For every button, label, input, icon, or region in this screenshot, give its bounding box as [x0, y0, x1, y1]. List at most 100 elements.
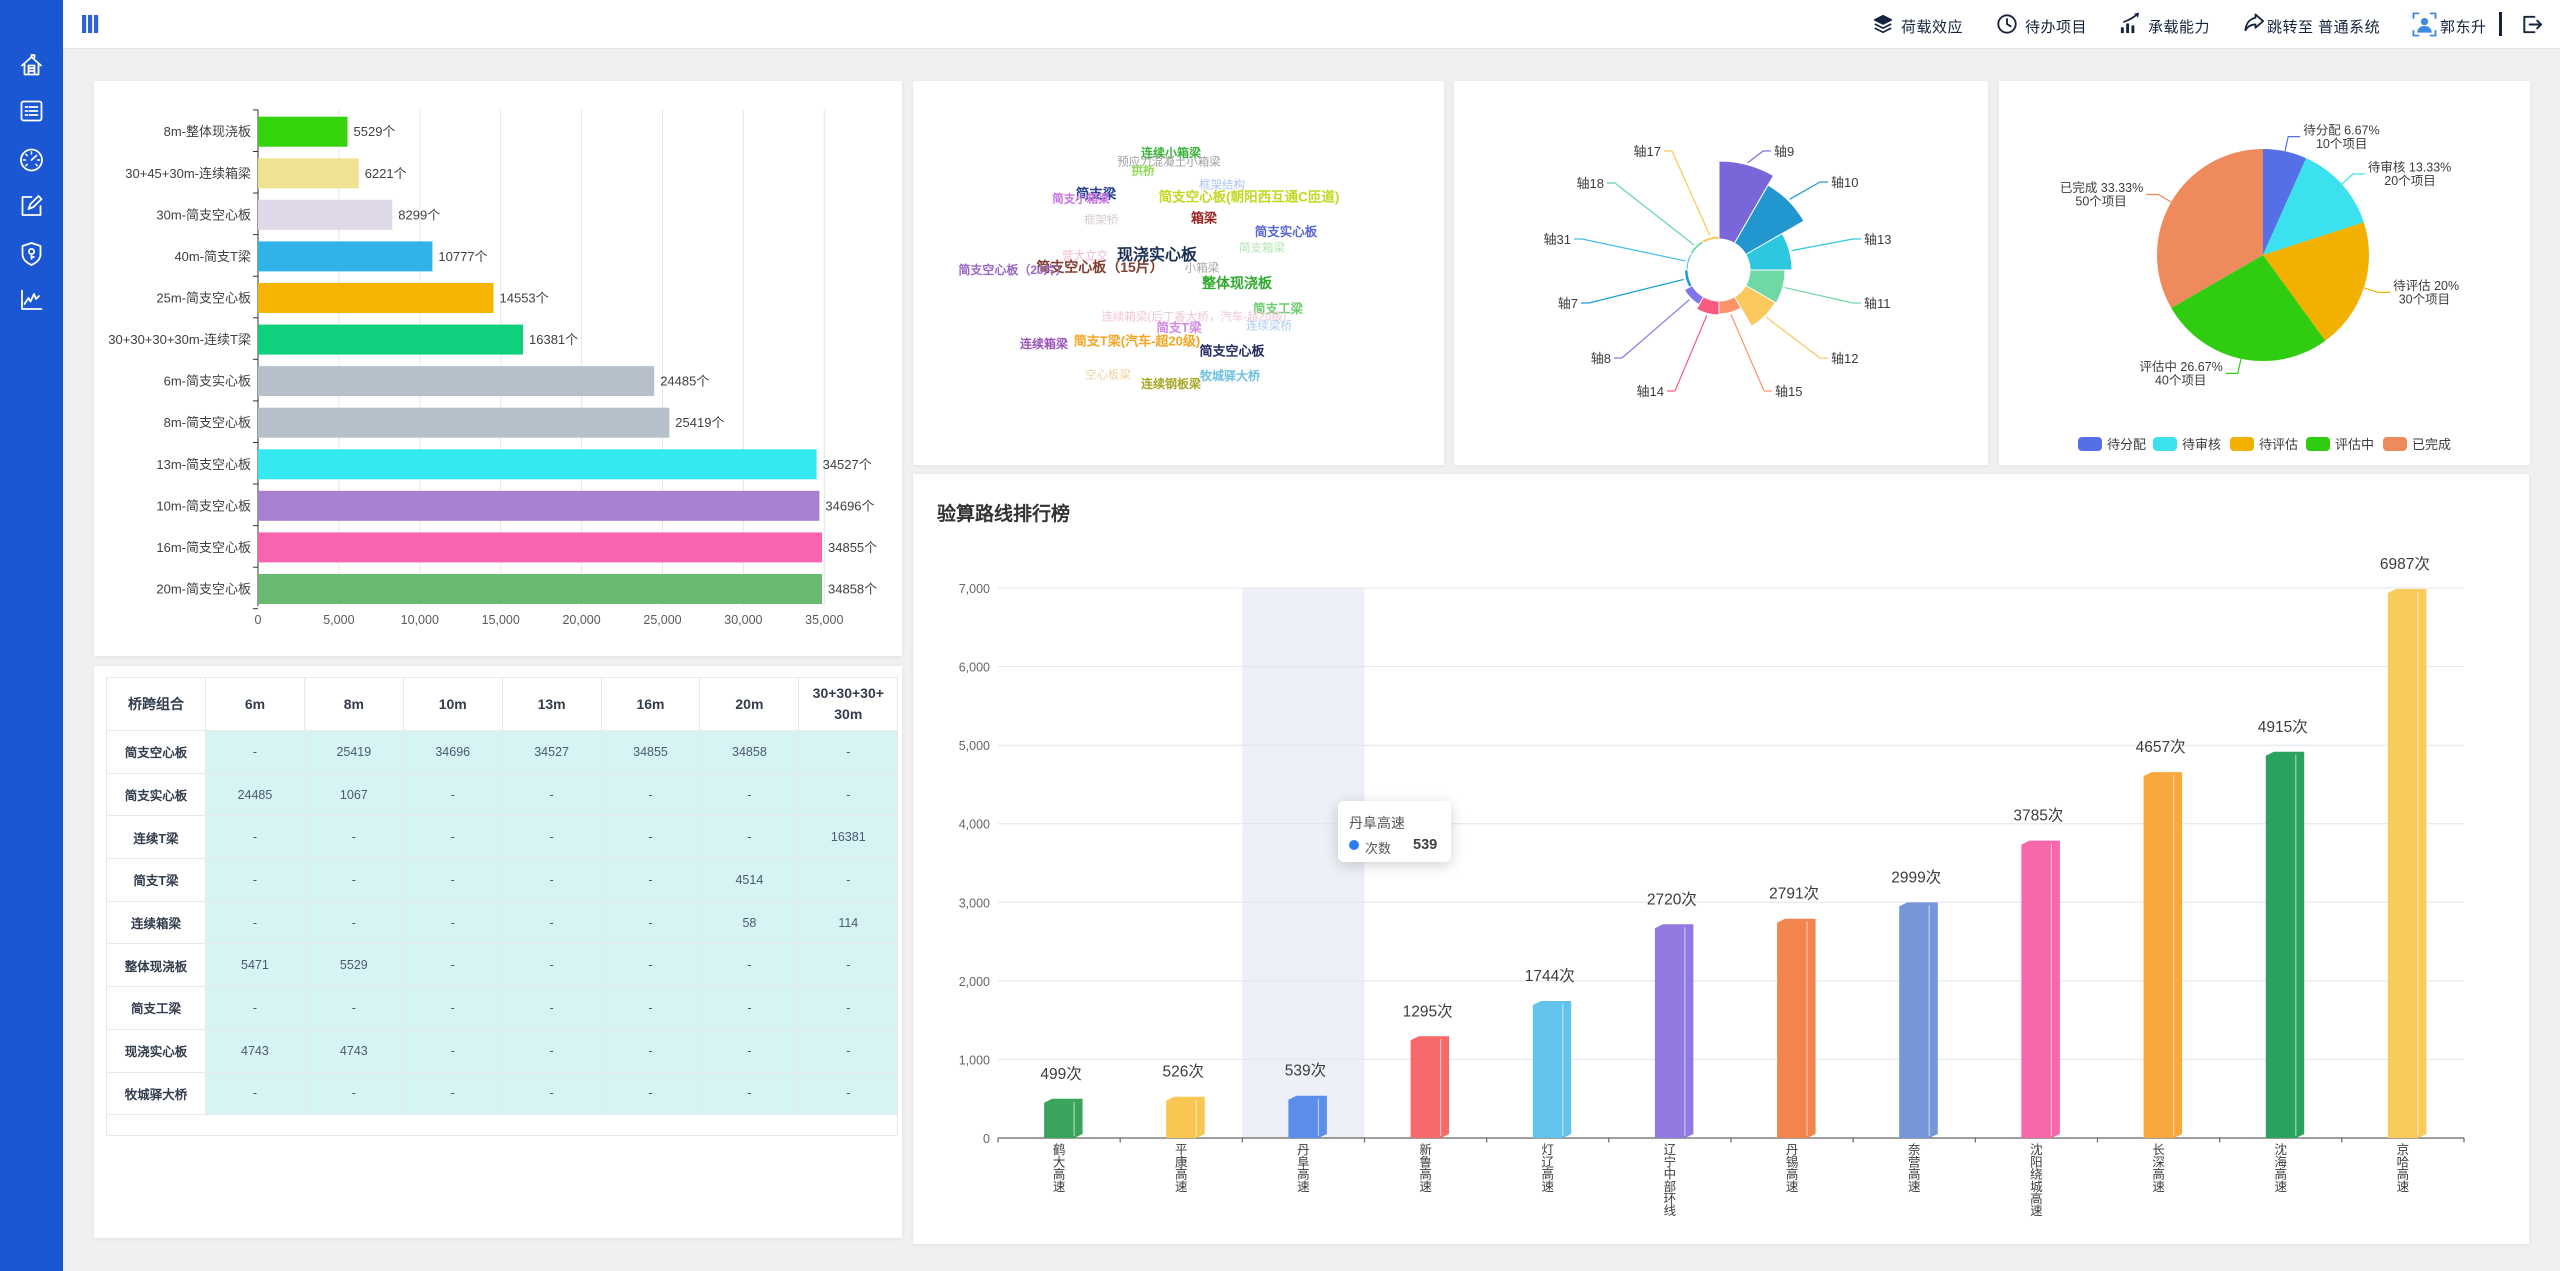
svg-text:30m-简支空心板: 30m-简支空心板: [156, 207, 251, 222]
svg-text:14553个: 14553个: [500, 291, 549, 306]
svg-text:速: 速: [1786, 1180, 1799, 1194]
svg-text:5529个: 5529个: [354, 124, 396, 139]
svg-text:高: 高: [2275, 1167, 2288, 1182]
svg-text:高: 高: [1175, 1167, 1188, 1182]
svg-text:高: 高: [1053, 1167, 1066, 1182]
svg-text:539次: 539次: [1285, 1062, 1326, 1080]
svg-text:沈: 沈: [2030, 1142, 2043, 1157]
svg-text:速: 速: [1297, 1180, 1310, 1194]
svg-text:6221个: 6221个: [365, 166, 407, 181]
svg-text:轴8: 轴8: [1591, 351, 1611, 366]
svg-text:宁: 宁: [1664, 1154, 1677, 1169]
svg-text:海: 海: [2275, 1154, 2288, 1169]
svg-text:大: 大: [1053, 1155, 1066, 1169]
svg-text:10777个: 10777个: [438, 249, 487, 264]
svg-text:速: 速: [2397, 1180, 2410, 1194]
svg-text:速: 速: [1419, 1180, 1432, 1194]
svg-text:待评估: 待评估: [2259, 437, 2298, 452]
svg-text:长: 长: [2152, 1143, 2165, 1157]
svg-text:轴13: 轴13: [1864, 232, 1891, 247]
svg-text:30,000: 30,000: [724, 613, 762, 627]
svg-text:轴14: 轴14: [1637, 384, 1664, 399]
svg-text:5,000: 5,000: [959, 739, 990, 753]
svg-text:34696个: 34696个: [825, 498, 874, 513]
svg-text:丹: 丹: [1297, 1143, 1310, 1157]
svg-text:高: 高: [1908, 1167, 1921, 1182]
svg-text:30个项目: 30个项目: [2399, 293, 2450, 307]
svg-text:辽: 辽: [1542, 1155, 1555, 1169]
svg-text:待审核: 待审核: [2182, 437, 2221, 452]
svg-text:速: 速: [2275, 1180, 2288, 1194]
svg-text:高: 高: [1297, 1167, 1310, 1182]
svg-text:6m-简支实心板: 6m-简支实心板: [164, 374, 251, 389]
svg-text:轴12: 轴12: [1831, 351, 1858, 366]
svg-text:沈: 沈: [2275, 1142, 2288, 1157]
svg-text:20,000: 20,000: [562, 613, 600, 627]
svg-text:阜: 阜: [1297, 1154, 1310, 1169]
svg-text:轴17: 轴17: [1634, 144, 1661, 159]
svg-text:35,000: 35,000: [805, 613, 843, 627]
svg-text:2720次: 2720次: [1647, 890, 1697, 908]
svg-text:鲁: 鲁: [1419, 1155, 1432, 1169]
svg-text:速: 速: [1053, 1180, 1066, 1194]
svg-text:13m-简支空心板: 13m-简支空心板: [156, 457, 251, 472]
svg-text:速: 速: [1175, 1180, 1188, 1194]
svg-text:轴7: 轴7: [1558, 296, 1578, 311]
svg-text:8299个: 8299个: [398, 207, 440, 222]
svg-text:40个项目: 40个项目: [2155, 374, 2206, 388]
svg-text:高: 高: [2030, 1191, 2043, 1206]
svg-text:轴9: 轴9: [1774, 144, 1794, 159]
svg-text:待审核 13.33%: 待审核 13.33%: [2368, 160, 2451, 175]
svg-text:速: 速: [2030, 1204, 2043, 1218]
svg-text:34527个: 34527个: [823, 457, 872, 472]
svg-text:5,000: 5,000: [323, 613, 354, 627]
svg-text:10个项目: 10个项目: [2316, 137, 2367, 151]
svg-text:0: 0: [983, 1132, 990, 1146]
svg-text:6,000: 6,000: [959, 661, 990, 675]
svg-text:轴10: 轴10: [1831, 175, 1858, 190]
svg-text:待分配: 待分配: [2107, 437, 2146, 452]
svg-text:京: 京: [2397, 1143, 2410, 1157]
svg-text:待评估 20%: 待评估 20%: [2393, 279, 2459, 293]
svg-text:奈: 奈: [1908, 1143, 1921, 1157]
svg-text:3,000: 3,000: [959, 896, 990, 910]
svg-text:7,000: 7,000: [959, 582, 990, 596]
svg-text:1,000: 1,000: [959, 1053, 990, 1067]
svg-text:轴11: 轴11: [1864, 296, 1891, 311]
svg-text:10,000: 10,000: [401, 613, 439, 627]
svg-text:绕: 绕: [2030, 1168, 2043, 1182]
svg-text:0: 0: [255, 613, 262, 627]
svg-text:辽: 辽: [1664, 1143, 1677, 1157]
svg-text:2999次: 2999次: [1891, 868, 1941, 886]
svg-text:8m-整体现浇板: 8m-整体现浇板: [164, 124, 251, 139]
svg-text:3785次: 3785次: [2013, 807, 2063, 825]
svg-text:部: 部: [1664, 1179, 1677, 1194]
svg-text:康: 康: [1175, 1154, 1188, 1169]
svg-text:15,000: 15,000: [482, 613, 520, 627]
svg-text:已完成 33.33%: 已完成 33.33%: [2060, 180, 2143, 195]
svg-text:中: 中: [1664, 1167, 1677, 1182]
svg-text:30+30+30+30m-连续T梁: 30+30+30+30m-连续T梁: [108, 332, 251, 347]
svg-text:50个项目: 50个项目: [2075, 195, 2126, 209]
svg-text:40m-简支T梁: 40m-简支T梁: [174, 249, 251, 264]
svg-text:速: 速: [1908, 1180, 1921, 1194]
svg-text:8m-简支空心板: 8m-简支空心板: [164, 415, 251, 430]
svg-text:鹤: 鹤: [1053, 1142, 1066, 1157]
svg-text:24485个: 24485个: [660, 374, 709, 389]
svg-text:城: 城: [2030, 1180, 2043, 1194]
svg-text:20m-简支空心板: 20m-简支空心板: [156, 582, 251, 597]
svg-text:阳: 阳: [2030, 1155, 2043, 1169]
svg-text:评估中: 评估中: [2335, 437, 2374, 452]
svg-text:高: 高: [2152, 1167, 2165, 1182]
svg-text:哈: 哈: [2397, 1155, 2410, 1169]
svg-text:499次: 499次: [1040, 1065, 1081, 1083]
svg-text:25419个: 25419个: [675, 415, 724, 430]
svg-text:轴31: 轴31: [1544, 232, 1571, 247]
svg-text:评估中 26.67%: 评估中 26.67%: [2139, 359, 2222, 374]
svg-text:16m-简支空心板: 16m-简支空心板: [156, 540, 251, 555]
svg-text:深: 深: [2152, 1155, 2165, 1169]
svg-text:2,000: 2,000: [959, 975, 990, 989]
svg-text:高: 高: [1419, 1167, 1432, 1182]
svg-text:高: 高: [2397, 1167, 2410, 1182]
svg-text:环: 环: [1664, 1192, 1677, 1206]
